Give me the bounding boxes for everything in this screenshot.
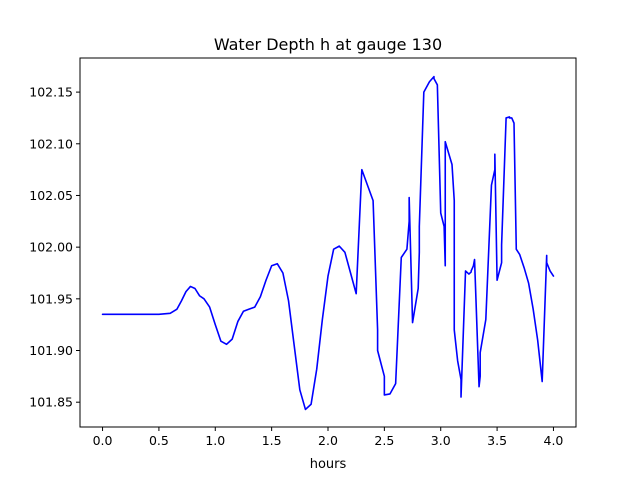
x-tick-label: 0.5 xyxy=(149,433,169,448)
x-tick-label: 1.5 xyxy=(262,433,282,448)
y-tick-label: 102.10 xyxy=(29,136,73,151)
x-tick-label: 2.0 xyxy=(318,433,338,448)
x-tick-label: 3.5 xyxy=(487,433,507,448)
x-tick-label: 0.0 xyxy=(93,433,113,448)
x-tick-label: 2.5 xyxy=(374,433,394,448)
y-tick-label: 102.05 xyxy=(29,188,73,203)
axes-frame xyxy=(79,57,577,428)
chart-title: Water Depth h at gauge 130 xyxy=(214,35,442,54)
y-tick-label: 102.15 xyxy=(29,85,73,100)
y-tick-label: 102.00 xyxy=(29,240,73,255)
y-tick-label: 101.95 xyxy=(29,291,73,306)
y-axis: 101.85 101.90 101.95 102.00 102.05 102.10 102.… xyxy=(29,85,80,410)
x-tick-label: 3.0 xyxy=(431,433,451,448)
x-axis-label: hours xyxy=(310,457,347,472)
x-axis: 0.0 0.5 1.0 1.5 2.0 2.5 3.0 3.5 4.0 xyxy=(93,427,564,448)
y-tick-label: 101.85 xyxy=(29,395,73,410)
x-tick-label: 4.0 xyxy=(544,433,564,448)
plot-area xyxy=(101,75,555,411)
x-tick-label: 1.0 xyxy=(205,433,225,448)
series-line-0 xyxy=(101,75,555,411)
y-tick-label: 101.90 xyxy=(29,343,73,358)
